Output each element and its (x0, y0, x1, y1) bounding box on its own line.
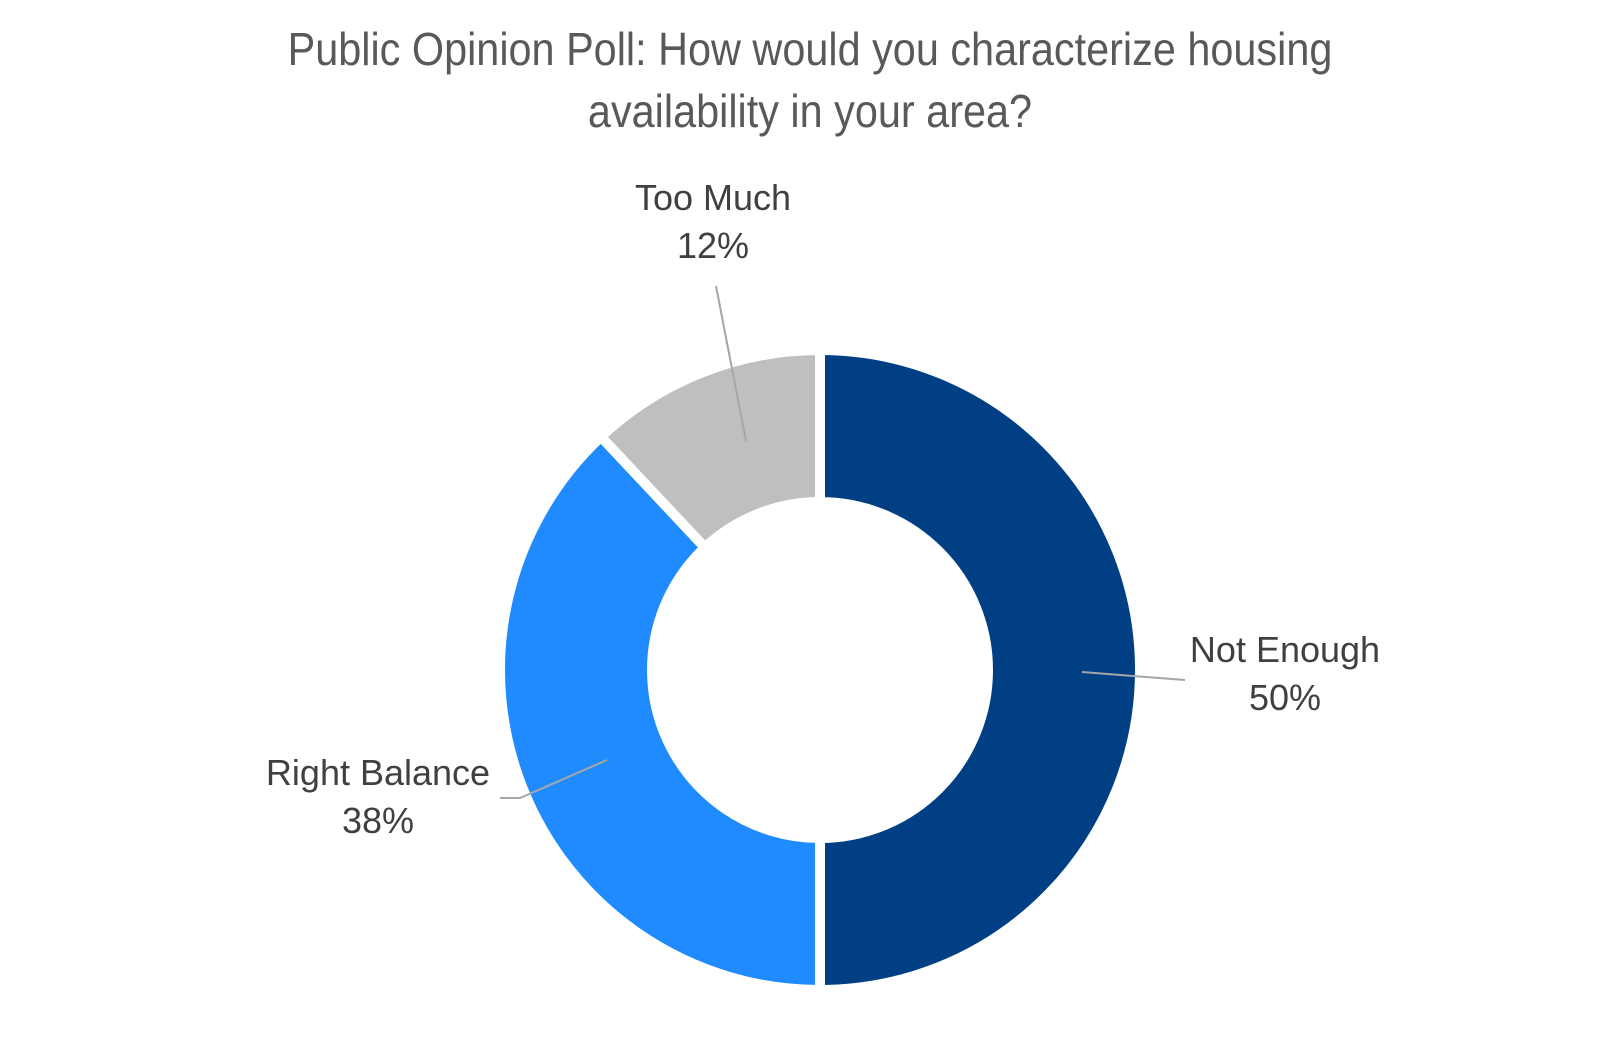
slice-name-label-not-enough: Not Enough (1190, 629, 1380, 670)
slice-right-balance (495, 429, 825, 996)
leader-line-right-balance (500, 759, 608, 799)
slice-value-label-too-much: 12% (677, 225, 749, 266)
chart-title-line-2: availability in your area? (587, 85, 1033, 137)
slice-not-enough (815, 344, 1145, 996)
leader-line-not-enough (1081, 671, 1186, 681)
slice-value-label-not-enough: 50% (1249, 677, 1321, 718)
leader-lines (500, 285, 1186, 799)
slice-name-label-right-balance: Right Balance (266, 752, 490, 793)
slice-labels: Not Enough 50% Right Balance 38% Too Much 12% (266, 177, 1380, 841)
donut-slices (495, 344, 1145, 996)
slice-value-label-right-balance: 38% (342, 800, 414, 841)
chart-title-line-1: Public Opinion Poll: How would you chara… (287, 23, 1333, 75)
leader-line-too-much (715, 285, 747, 442)
chart-title: Public Opinion Poll: How would you chara… (81, 18, 1539, 142)
slice-too-much (593, 344, 825, 555)
slice-name-label-too-much: Too Much (635, 177, 791, 218)
